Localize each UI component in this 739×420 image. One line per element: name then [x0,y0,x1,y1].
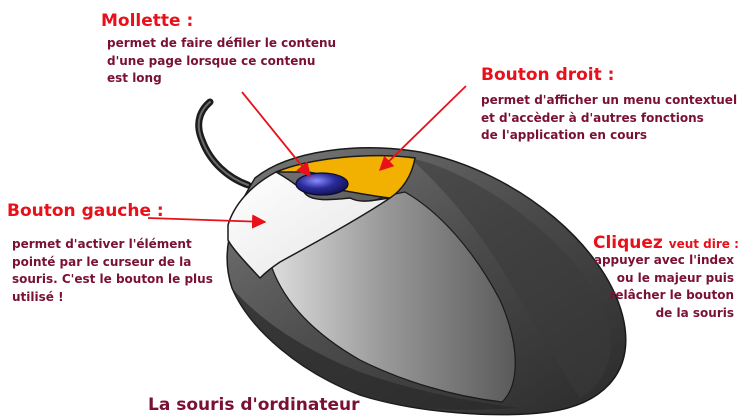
mouse-cable [195,98,252,189]
cliquez-description: appuyer avec l'index ou le majeur puis r… [594,252,734,322]
bouton-droit-arrow [378,85,467,172]
bouton-gauche-line-2: pointé par le curseur de la [12,254,192,269]
diagram-caption: La souris d'ordinateur [148,395,360,415]
cliquez-title: Cliquez [593,233,663,253]
bouton-droit-line-2: et d'accèder à d'autres fonctions [481,110,704,125]
bouton-droit-line-1: permet d'afficher un menu contextuel [481,93,738,107]
mollette-description: permet de faire défiler le contenu d'une… [107,35,336,88]
mollette-line-1: permet de faire défiler le contenu [107,36,337,50]
cliquez-line-3: relâcher le bouton [609,288,735,302]
mollette-line-3: est long [107,71,162,85]
cliquez-line-1: appuyer avec l'index [593,253,734,267]
cliquez-line-2: ou le majeur puis [616,270,734,285]
bouton-gauche-line-3: souris. C'est le bouton le plus [12,272,213,286]
bouton-gauche-line-1: permet d'activer l'élément [12,237,192,251]
bouton-gauche-description: permet d'activer l'élément pointé par le… [12,236,213,306]
mollette-heading: Mollette : [101,11,194,31]
bouton-droit-heading: Bouton droit : [481,65,615,85]
bouton-gauche-line-4: utilisé ! [12,289,64,304]
scroll-wheel [295,172,349,196]
bouton-gauche-arrow [147,214,267,229]
bouton-gauche-heading: Bouton gauche : [7,201,164,221]
cliquez-heading: Cliquez veut dire : [593,235,739,252]
mollette-arrow [241,91,311,178]
bouton-droit-description: permet d'afficher un menu contextuel et … [481,92,737,145]
cliquez-subtitle: veut dire : [668,237,739,251]
bouton-droit-line-3: de l'application en cours [481,128,648,142]
mollette-line-2: d'une page lorsque ce contenu [107,53,316,68]
cliquez-line-4: de la souris [655,305,734,320]
left-button [227,171,391,280]
